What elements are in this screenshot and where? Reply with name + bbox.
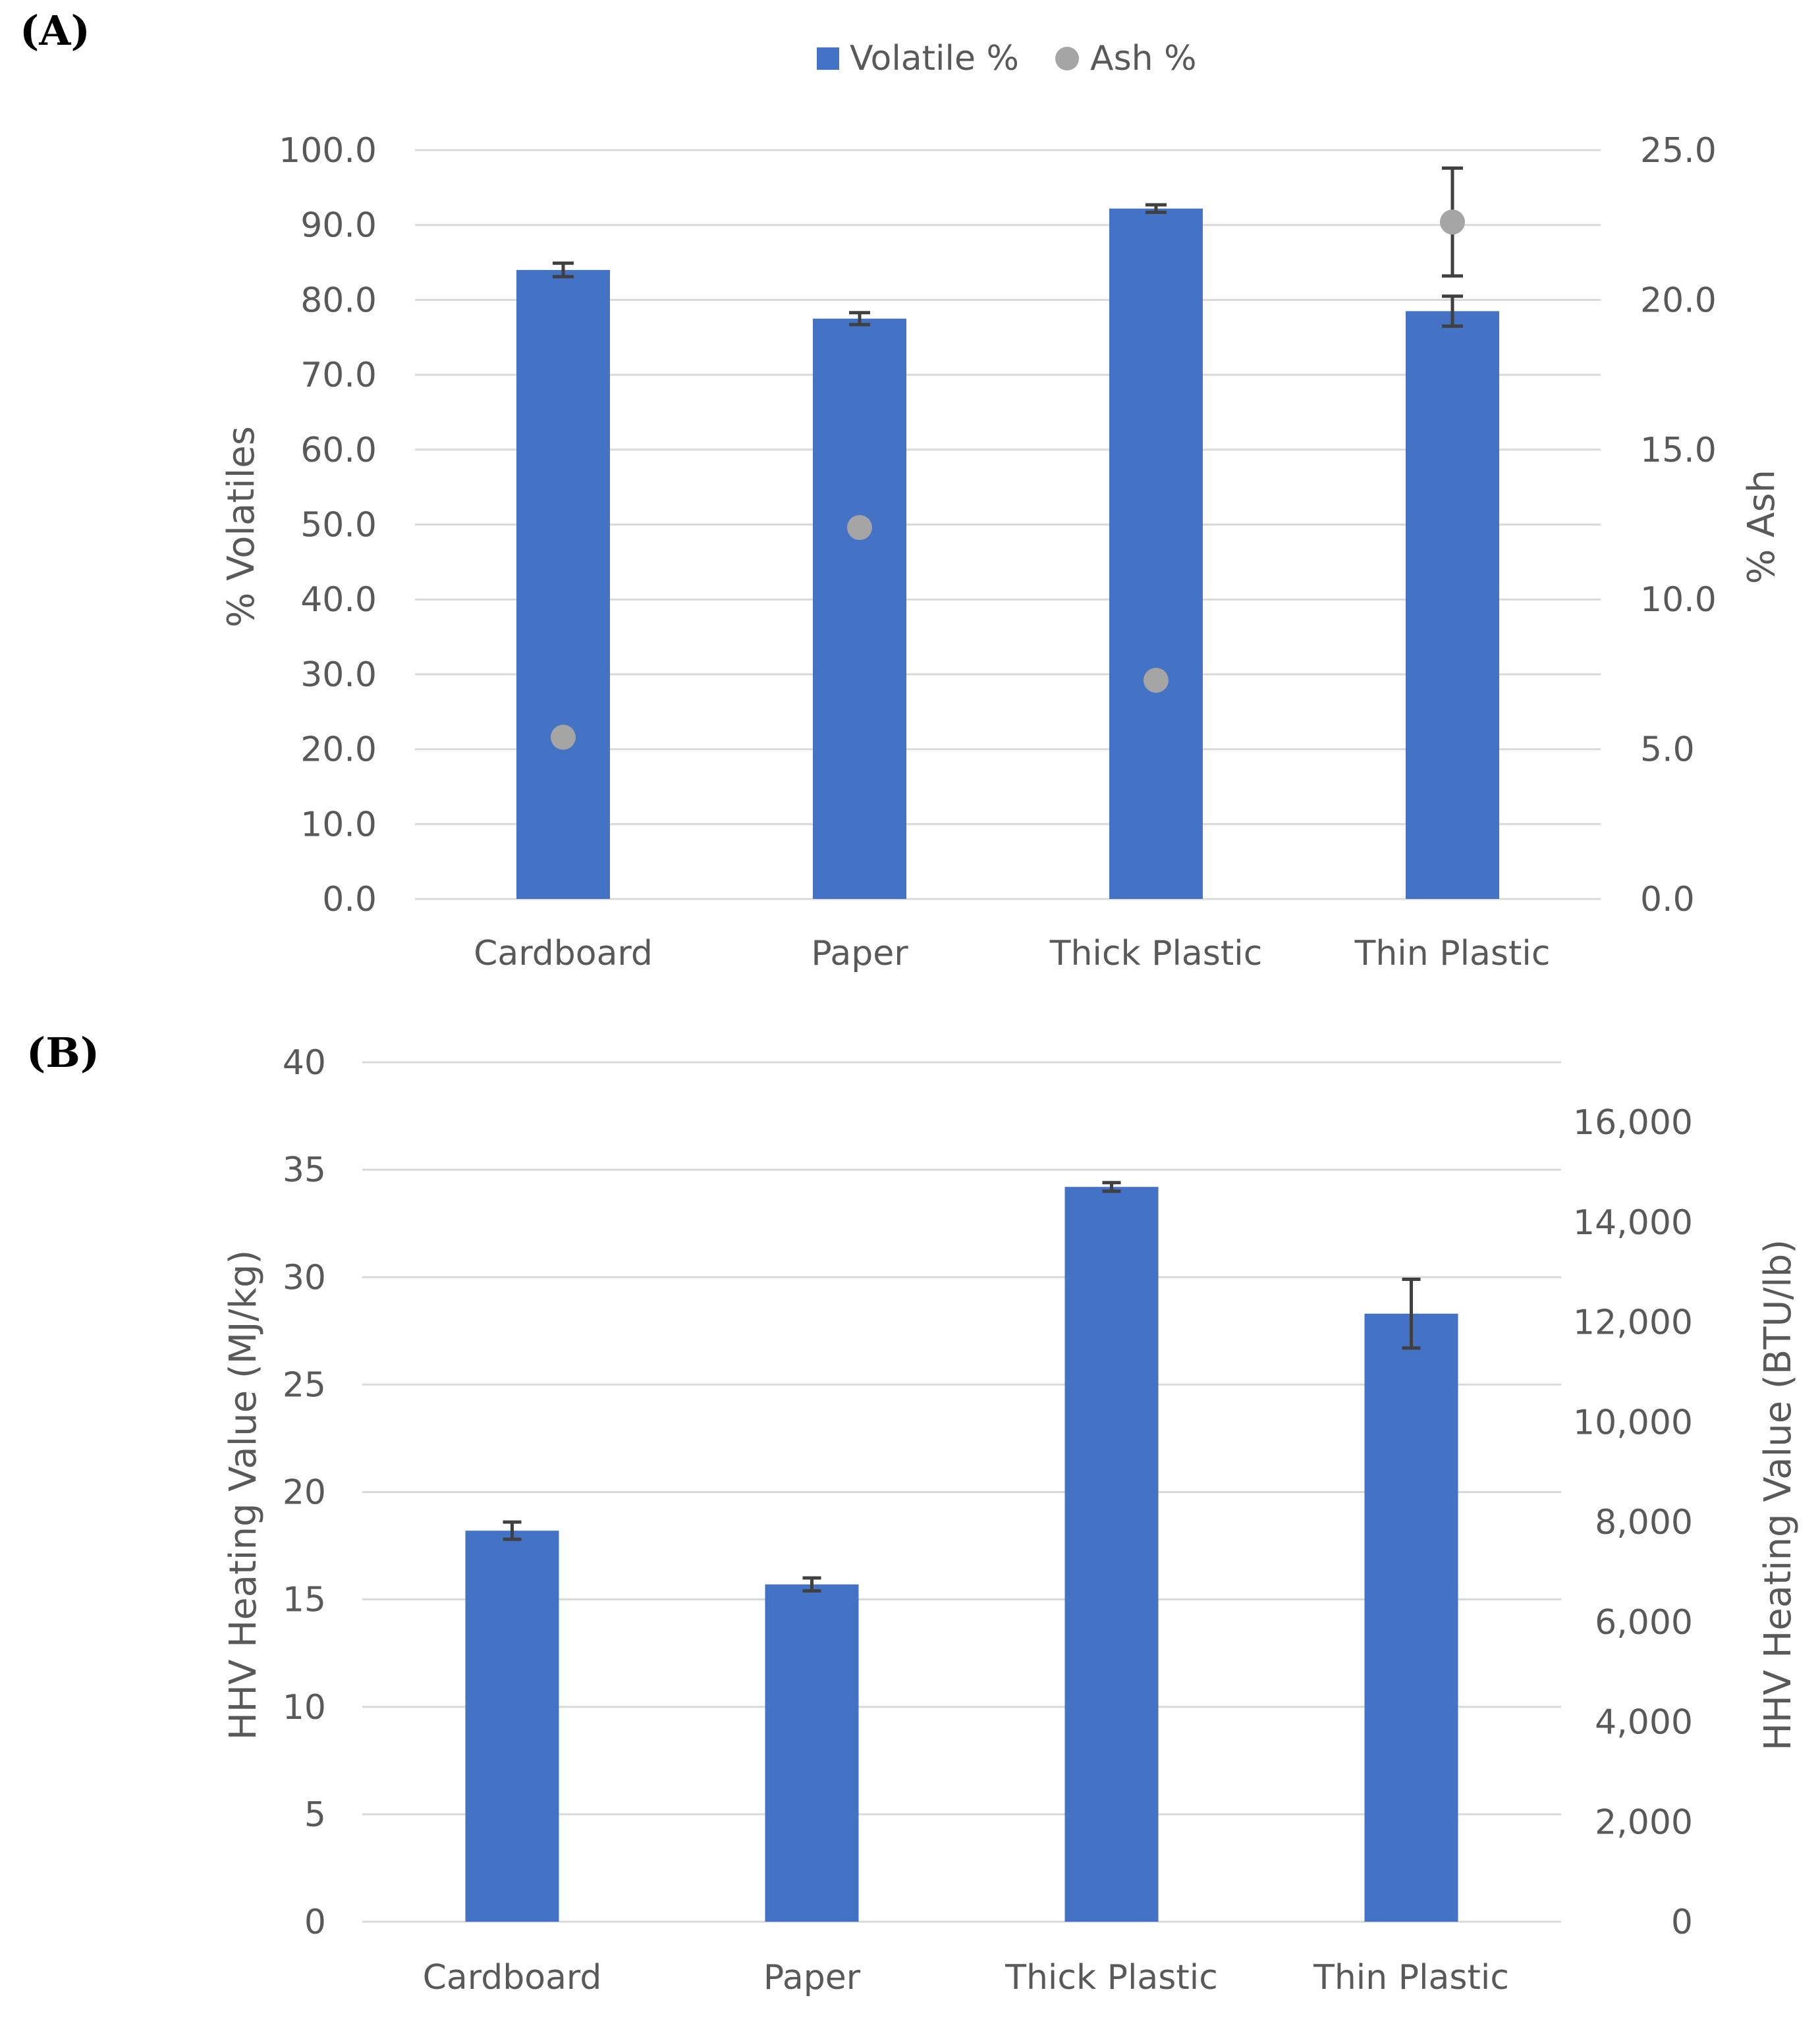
y2-ticks-a: 0.0 5.0 10.0 15.0 20.0 25.0 <box>1640 131 1717 919</box>
y-tick-label: 15 <box>283 1581 326 1620</box>
x-ticks-b: Cardboard Paper Thick Plastic Thin Plastic <box>423 1958 1509 1997</box>
error-bar-paper <box>802 1576 821 1593</box>
y-axis-title-b: HHV Heating Value (MJ/kg) <box>222 1250 265 1741</box>
y-tick-label: 50.0 <box>300 506 377 545</box>
bar-thick-plastic <box>1109 208 1203 899</box>
gridlines-a <box>415 149 1601 900</box>
error-bar-thick-plastic <box>1145 203 1167 214</box>
chart-a: (A) Volatile % Ash % 0.0 10.0 20.0 30.0 40.0… <box>20 7 1783 973</box>
y2-tick-label: 16,000 <box>1573 1103 1693 1143</box>
bar-thin-plastic <box>1364 1313 1458 1922</box>
y2-axis-title-a: % Ash <box>1740 470 1783 584</box>
y-ticks-a: 0.0 10.0 20.0 30.0 40.0 50.0 60.0 70.0 80.0 90.0 1… <box>279 131 377 919</box>
x-tick-label-thin-plastic: Thin Plastic <box>1354 934 1551 973</box>
x-tick-label-thick-plastic: Thick Plastic <box>1005 1958 1218 1997</box>
error-bar-thin-plastic <box>1442 294 1463 328</box>
y-tick-label: 30.0 <box>300 655 377 695</box>
x-tick-label-cardboard: Cardboard <box>474 934 653 973</box>
y-tick-label: 80.0 <box>300 281 377 320</box>
bars-b <box>465 1187 1458 1922</box>
y2-tick-label: 0 <box>1671 1903 1693 1942</box>
x-tick-label-thin-plastic: Thin Plastic <box>1313 1958 1509 1997</box>
y-tick-label: 40.0 <box>300 580 377 620</box>
y-axis-title-a: % Volatiles <box>220 426 263 628</box>
y-tick-label: 30 <box>283 1258 326 1297</box>
y-tick-label: 20 <box>283 1473 326 1513</box>
y2-tick-label: 12,000 <box>1573 1303 1693 1343</box>
gridlines-b <box>362 1061 1561 1923</box>
y2-tick-label: 10,000 <box>1573 1403 1693 1442</box>
error-bar-paper <box>849 311 870 327</box>
error-bar-thick-plastic <box>1102 1181 1121 1193</box>
y-ticks-b: 0 5 10 15 20 25 30 35 40 <box>283 1043 326 1942</box>
y-tick-label: 0 <box>304 1903 326 1942</box>
legend-label-ash: Ash % <box>1090 39 1197 78</box>
y2-tick-label: 0.0 <box>1640 880 1695 919</box>
x-ticks-a: Cardboard Paper Thick Plastic Thin Plastic <box>474 934 1550 973</box>
y2-tick-label: 2,000 <box>1595 1803 1693 1842</box>
y-tick-label: 0.0 <box>322 880 377 919</box>
bar-cardboard <box>465 1531 559 1922</box>
ash-marker-thick-plastic <box>1144 667 1169 693</box>
error-bars-a <box>553 166 1463 328</box>
bars-a <box>516 208 1499 900</box>
panel-label-a: (A) <box>20 7 90 55</box>
legend-swatch-volatile <box>817 47 839 70</box>
chart-b: (B) 0 5 10 15 20 25 30 35 40 0 2,000 4,000 6,000 8,0… <box>26 1029 1800 1997</box>
ash-marker-cardboard <box>551 724 576 750</box>
y-tick-label: 70.0 <box>300 356 377 395</box>
x-tick-label-paper: Paper <box>811 934 908 973</box>
y2-tick-label: 15.0 <box>1640 431 1717 470</box>
error-bar-cardboard <box>503 1520 522 1541</box>
y-tick-label: 5 <box>304 1795 326 1835</box>
y2-axis-title-b: HHV Heating Value (BTU/lb) <box>1757 1239 1800 1750</box>
bar-paper <box>765 1584 859 1922</box>
ash-marker-thin-plastic <box>1440 209 1465 235</box>
bar-thick-plastic <box>1064 1187 1159 1922</box>
bar-paper <box>813 318 906 899</box>
y2-tick-label: 8,000 <box>1595 1503 1693 1542</box>
y2-tick-label: 6,000 <box>1595 1603 1693 1642</box>
y-tick-label: 20.0 <box>300 730 377 770</box>
error-bar-cardboard <box>553 261 574 279</box>
y-tick-label: 10 <box>283 1688 326 1727</box>
x-tick-label-thick-plastic: Thick Plastic <box>1049 934 1263 973</box>
y-tick-label: 100.0 <box>279 131 377 171</box>
y-tick-label: 35 <box>283 1151 326 1190</box>
y2-tick-label: 10.0 <box>1640 580 1717 620</box>
y2-tick-label: 20.0 <box>1640 281 1717 320</box>
bar-cardboard <box>516 269 610 899</box>
x-tick-label-cardboard: Cardboard <box>423 1958 602 1997</box>
ash-marker-paper <box>847 515 872 541</box>
y-tick-label: 25 <box>283 1365 326 1405</box>
y-tick-label: 40 <box>283 1043 326 1083</box>
y-tick-label: 10.0 <box>300 805 377 844</box>
y2-tick-label: 14,000 <box>1573 1203 1693 1243</box>
error-bar-thin-plastic <box>1402 1278 1421 1350</box>
x-tick-label-paper: Paper <box>763 1958 861 1997</box>
bar-thin-plastic <box>1406 311 1499 900</box>
y-tick-label: 90.0 <box>300 206 377 246</box>
legend-a: Volatile % Ash % <box>817 39 1197 78</box>
y2-tick-label: 4,000 <box>1595 1703 1693 1743</box>
y-tick-label: 60.0 <box>300 431 377 470</box>
y2-ticks-b: 0 2,000 4,000 6,000 8,000 10,000 12,000 14,000 1… <box>1573 1103 1693 1942</box>
error-bars-b <box>503 1181 1421 1593</box>
y2-tick-label: 25.0 <box>1640 131 1717 171</box>
y2-tick-label: 5.0 <box>1640 730 1695 770</box>
legend-label-volatile: Volatile % <box>850 39 1019 78</box>
panel-label-b: (B) <box>26 1029 99 1077</box>
ash-markers-a <box>551 209 1465 750</box>
legend-swatch-ash <box>1055 47 1079 70</box>
